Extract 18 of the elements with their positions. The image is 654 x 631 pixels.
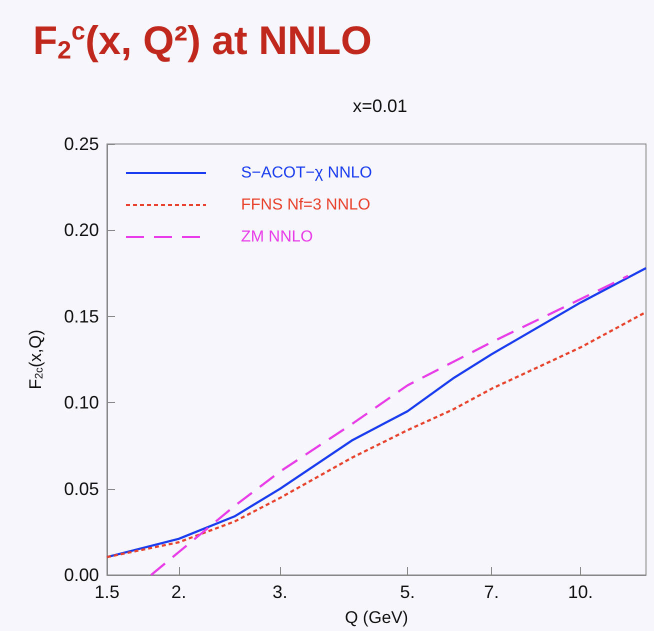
y-tick-label: 0.15 — [64, 306, 99, 326]
x-tick-label: 1.5 — [94, 582, 120, 602]
legend-label: ZM NNLO — [241, 228, 313, 246]
y-tick-label: 0.05 — [64, 478, 99, 499]
x-tick-label: 7. — [484, 582, 499, 602]
x-tick-label: 5. — [400, 582, 416, 602]
y-axis-title: F2c(x,Q) — [26, 330, 46, 390]
x-axis-title: Q (GeV) — [344, 608, 408, 627]
x-tick-label: 3. — [272, 582, 288, 602]
chart-subtitle: x=0.01 — [352, 96, 408, 116]
y-tick-label: 0.10 — [64, 392, 99, 413]
legend-label: FFNS Nf=3 NNLO — [241, 196, 370, 214]
x-tick-label: 2. — [171, 582, 186, 602]
legend-label: S−ACOT−χ NNLO — [241, 164, 372, 182]
x-tick-label: 10. — [568, 582, 594, 602]
y-tick-label: 0.20 — [64, 220, 99, 240]
y-tick-label: 0.25 — [64, 134, 99, 154]
y-tick-label: 0.00 — [64, 565, 99, 585]
